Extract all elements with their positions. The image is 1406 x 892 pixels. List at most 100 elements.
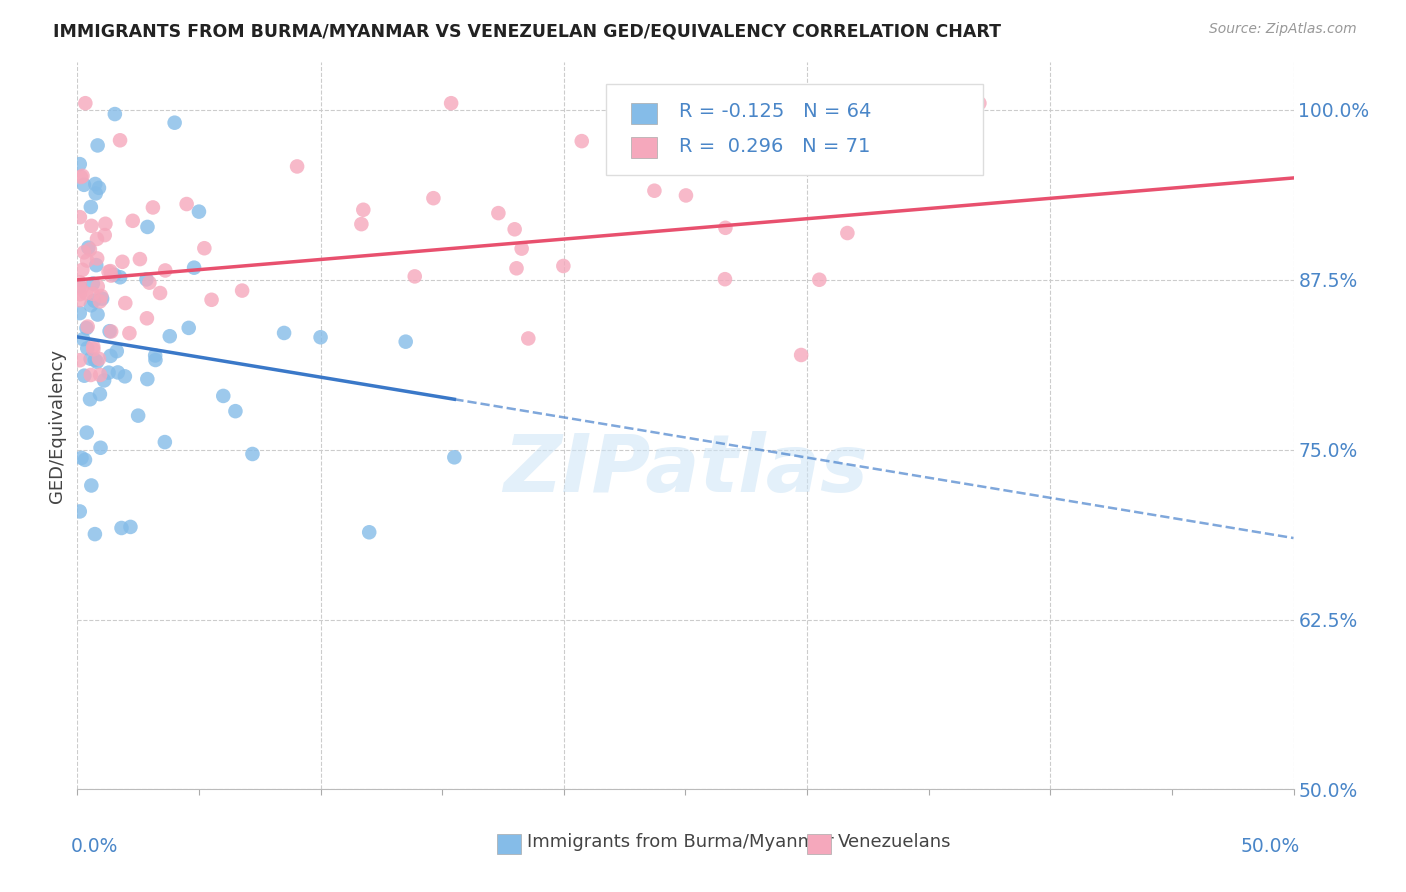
Point [808, 273, 831, 287]
Point [86, 355, 108, 369]
Point [177, 321, 200, 335]
Point [155, 263, 177, 277]
Point [114, 369, 136, 384]
Point [104, 107, 127, 121]
Point [76, 253, 98, 268]
Point [82, 339, 104, 353]
Point [714, 272, 737, 286]
Point [80, 298, 103, 312]
Point [503, 222, 526, 236]
Point [76, 319, 98, 334]
Point [83, 293, 105, 308]
Point [86, 308, 108, 322]
Point [84, 186, 107, 201]
Point [120, 520, 142, 534]
Point [273, 326, 295, 340]
Point [73, 178, 96, 192]
Point [94, 217, 117, 231]
Point [72, 169, 94, 183]
Point [505, 261, 527, 276]
Point [100, 349, 122, 363]
Point [714, 220, 737, 235]
Point [89, 387, 111, 401]
Point [82, 286, 104, 301]
Point [75, 321, 97, 335]
Point [86, 232, 108, 246]
Point [84, 352, 107, 367]
Point [75, 286, 97, 301]
Point [80, 200, 103, 214]
Point [149, 285, 172, 300]
Point [82, 343, 104, 357]
Point [422, 191, 444, 205]
Point [350, 217, 373, 231]
Point [73, 453, 96, 467]
Point [82, 277, 104, 291]
Point [69, 157, 91, 171]
Point [97, 366, 120, 380]
Point [100, 264, 122, 278]
Point [359, 525, 381, 540]
Point [107, 366, 129, 380]
Point [752, 156, 775, 170]
Point [87, 351, 110, 366]
Point [404, 269, 426, 284]
Text: 0.0%: 0.0% [72, 837, 118, 855]
Point [73, 245, 96, 260]
FancyBboxPatch shape [631, 103, 658, 123]
Point [395, 334, 418, 349]
Point [89, 368, 111, 382]
Point [553, 259, 575, 273]
Text: Immigrants from Burma/Myanmar: Immigrants from Burma/Myanmar [527, 833, 834, 852]
Text: ZIPatlas: ZIPatlas [503, 431, 868, 508]
Point [517, 331, 540, 345]
Point [77, 241, 100, 255]
Point [69, 306, 91, 320]
Point [100, 325, 122, 339]
Point [440, 96, 463, 111]
Point [352, 202, 374, 217]
Point [69, 275, 91, 289]
Point [98, 324, 121, 338]
Point [675, 188, 697, 202]
Point [76, 425, 98, 440]
Point [90, 441, 112, 455]
Point [80, 368, 103, 382]
Point [87, 181, 110, 195]
Point [969, 96, 991, 111]
Point [176, 197, 198, 211]
Point [114, 296, 136, 310]
FancyBboxPatch shape [807, 834, 831, 855]
Point [72, 332, 94, 346]
Point [100, 268, 122, 283]
Point [79, 243, 101, 257]
Point [70, 169, 93, 184]
Point [84, 258, 107, 272]
Point [142, 201, 165, 215]
Point [790, 348, 813, 362]
Point [118, 326, 141, 340]
Text: IMMIGRANTS FROM BURMA/MYANMAR VS VENEZUELAN GED/EQUIVALENCY CORRELATION CHART: IMMIGRANTS FROM BURMA/MYANMAR VS VENEZUE… [53, 22, 1001, 40]
Point [127, 409, 149, 423]
Point [70, 450, 93, 465]
Point [571, 134, 593, 148]
Point [80, 478, 103, 492]
Point [86, 138, 108, 153]
Point [90, 289, 112, 303]
Point [153, 435, 176, 450]
Y-axis label: GED/Equivalency: GED/Equivalency [48, 349, 66, 503]
Point [105, 344, 128, 359]
Point [108, 270, 131, 285]
Point [893, 117, 915, 131]
Point [70, 282, 93, 296]
Point [87, 279, 110, 293]
Point [111, 255, 134, 269]
Point [91, 292, 114, 306]
Point [486, 206, 509, 220]
Point [136, 219, 159, 234]
Point [93, 228, 115, 243]
Point [80, 219, 103, 233]
Point [138, 276, 160, 290]
Point [75, 96, 97, 111]
Point [200, 293, 222, 307]
